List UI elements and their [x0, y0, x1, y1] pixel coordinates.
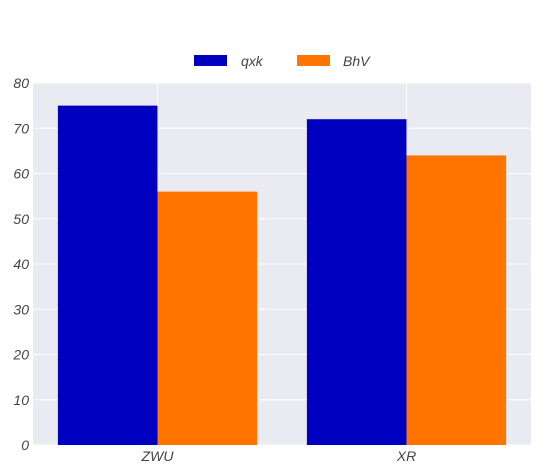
legend: qxk BhV — [194, 53, 371, 69]
legend-label-qxk: qxk — [241, 53, 264, 69]
legend-swatch-qxk — [194, 55, 227, 66]
x-axis-ticks: ZWU XR — [141, 448, 417, 464]
x-tick-label: ZWU — [141, 448, 175, 464]
y-tick-label: 20 — [12, 347, 29, 363]
bar-BhV-ZWU[interactable] — [157, 191, 258, 445]
y-tick-label: 60 — [13, 166, 29, 182]
legend-label-BhV: BhV — [343, 53, 371, 69]
y-tick-label: 10 — [13, 392, 29, 408]
bar-BhV-XR[interactable] — [406, 155, 507, 445]
y-tick-label: 30 — [13, 301, 29, 317]
legend-swatch-BhV — [297, 55, 330, 66]
y-tick-label: 40 — [13, 256, 29, 272]
y-tick-label: 0 — [21, 437, 29, 453]
bar-qxk-ZWU[interactable] — [57, 105, 158, 445]
y-tick-label: 80 — [13, 75, 29, 91]
bar-qxk-XR[interactable] — [306, 119, 407, 445]
y-tick-label: 70 — [13, 120, 29, 136]
x-tick-label: XR — [396, 448, 416, 464]
y-axis-ticks: 0 10 20 30 40 50 60 70 80 — [12, 75, 29, 453]
bars — [57, 105, 507, 445]
y-tick-label: 50 — [13, 211, 29, 227]
